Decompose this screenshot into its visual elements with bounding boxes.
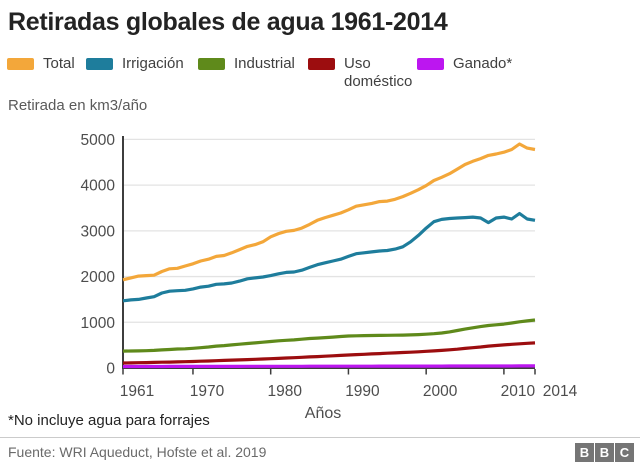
y-tick-label: 1000 bbox=[81, 315, 116, 332]
page-title: Retiradas globales de agua 1961-2014 bbox=[8, 8, 448, 36]
series-line-ganado- bbox=[123, 364, 535, 369]
legend-swatch-icon bbox=[198, 58, 225, 70]
legend-swatch-icon bbox=[86, 58, 113, 70]
series-line-industrial bbox=[122, 318, 536, 353]
y-tick-label: 4000 bbox=[81, 178, 116, 195]
legend-label: Uso doméstico bbox=[344, 55, 413, 90]
divider-line bbox=[0, 437, 640, 438]
bbc-logo-letter: C bbox=[615, 443, 634, 462]
x-tick-label: 2014 bbox=[543, 383, 578, 400]
x-axis-title: Años bbox=[305, 405, 341, 422]
legend-label: Ganado* bbox=[453, 55, 513, 72]
legend-item: Industrial bbox=[198, 55, 295, 73]
series-line-irrigaci-n bbox=[122, 211, 536, 303]
legend-item: Ganado* bbox=[417, 55, 512, 73]
legend-swatch-icon bbox=[308, 58, 335, 70]
series-line-total bbox=[122, 142, 536, 282]
x-tick-label: 1980 bbox=[267, 383, 302, 400]
legend-label: Total bbox=[43, 55, 75, 72]
x-tick-label: 1970 bbox=[190, 383, 225, 400]
source-attribution: Fuente: WRI Aqueduct, Hofste et al. 2019 bbox=[8, 444, 267, 460]
bbc-logo-letter: B bbox=[575, 443, 594, 462]
footnote: *No incluye agua para forrajes bbox=[8, 412, 210, 429]
y-axis-units-label: Retirada en km3/año bbox=[8, 97, 148, 114]
legend-item: Uso doméstico bbox=[308, 55, 420, 91]
legend-swatch-icon bbox=[7, 58, 34, 70]
x-tick-label: 2010 bbox=[501, 383, 536, 400]
legend-label: Irrigación bbox=[122, 55, 184, 72]
legend-item: Total bbox=[7, 55, 75, 73]
x-tick-label: 1961 bbox=[120, 383, 154, 400]
x-tick-label: 2000 bbox=[423, 383, 458, 400]
bbc-logo-letter: B bbox=[595, 443, 614, 462]
legend-swatch-icon bbox=[417, 58, 444, 70]
y-tick-label: 0 bbox=[106, 361, 115, 378]
x-tick-label: 1990 bbox=[345, 383, 380, 400]
legend-label: Industrial bbox=[234, 55, 295, 72]
legend-item: Irrigación bbox=[86, 55, 184, 73]
y-tick-label: 3000 bbox=[81, 223, 116, 240]
series-line-uso-dom-stico bbox=[122, 341, 536, 365]
y-tick-label: 2000 bbox=[81, 269, 116, 286]
y-tick-label: 5000 bbox=[81, 132, 116, 149]
